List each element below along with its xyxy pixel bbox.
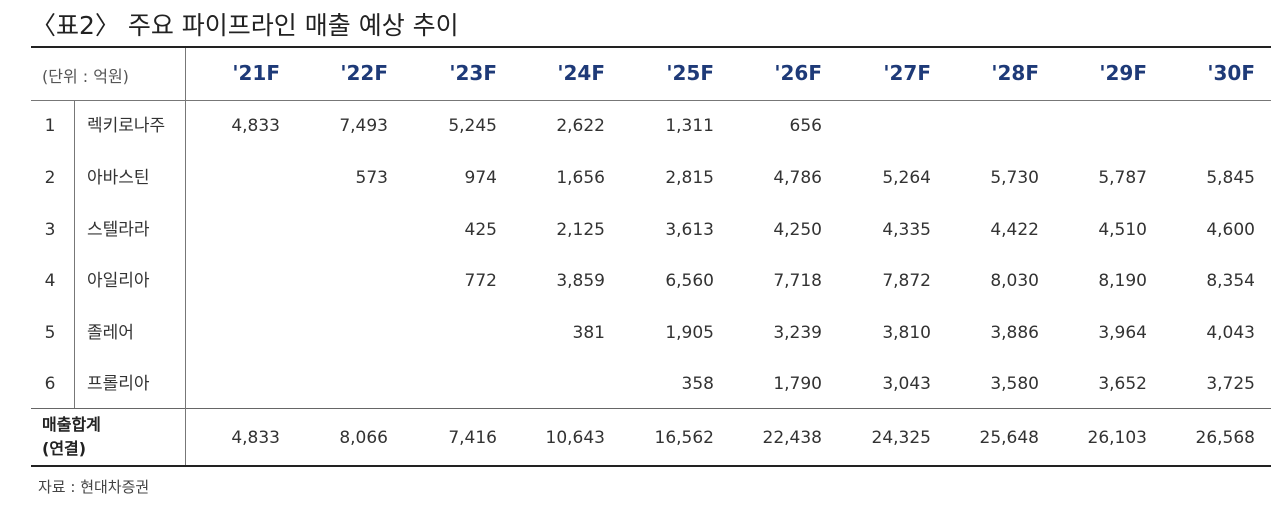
table-cell: 7,872 [882,271,931,291]
table-cell: 4,786 [773,168,822,188]
year-header: '22F [340,61,388,85]
table-cell: 8,190 [1098,271,1147,291]
total-cell: 26,103 [1087,428,1147,448]
year-header: '27F [883,61,931,85]
row-index: 1 [44,116,56,136]
table-cell: 4,043 [1206,323,1255,343]
table-title: 〈표2〉 주요 파이프라인 매출 예상 추이 [31,11,459,40]
table-cell: 4,250 [773,220,822,240]
row-index: 2 [44,168,56,188]
table-cell: 7,493 [339,116,388,136]
table-cell: 5,845 [1206,168,1255,188]
table-cell: 974 [464,168,497,188]
table-cell: 3,886 [990,323,1039,343]
table-cell: 3,043 [882,374,931,394]
row-index: 6 [44,374,56,394]
table-cell: 425 [464,220,497,240]
total-divider [31,408,1271,409]
year-header: '25F [666,61,714,85]
total-label: 매출합계 (연결) [42,413,101,461]
table-cell: 3,239 [773,323,822,343]
total-cell: 24,325 [871,428,931,448]
total-cell: 25,648 [979,428,1039,448]
table-cell: 1,311 [665,116,714,136]
product-name: 아바스틴 [87,168,150,188]
year-header: '21F [232,61,280,85]
bottom-border [31,465,1271,467]
table-cell: 7,718 [773,271,822,291]
table-cell: 573 [355,168,388,188]
table-cell: 358 [681,374,714,394]
row-index: 3 [44,220,56,240]
source-note: 자료 : 현대차증권 [38,478,150,496]
table-cell: 4,600 [1206,220,1255,240]
label-column-divider [185,48,186,465]
total-cell: 16,562 [654,428,714,448]
product-name: 아일리아 [87,271,150,291]
table-cell: 5,730 [990,168,1039,188]
table-cell: 3,859 [556,271,605,291]
year-header: '30F [1207,61,1255,85]
table-cell: 656 [789,116,822,136]
table-cell: 5,245 [448,116,497,136]
total-label-line2: (연결) [42,439,87,458]
total-cell: 26,568 [1195,428,1255,448]
table-cell: 4,833 [231,116,280,136]
header-divider [31,100,1271,101]
table-cell: 772 [464,271,497,291]
total-cell: 7,416 [448,428,497,448]
table-cell: 3,580 [990,374,1039,394]
table-cell: 4,335 [882,220,931,240]
product-name: 프롤리아 [87,374,150,394]
total-cell: 22,438 [762,428,822,448]
table-cell: 2,622 [556,116,605,136]
table-cell: 8,030 [990,271,1039,291]
product-name: 졸레어 [87,323,134,343]
table-cell: 1,656 [556,168,605,188]
row-index: 5 [44,323,56,343]
table-cell: 4,510 [1098,220,1147,240]
row-index: 4 [44,271,56,291]
table-cell: 2,815 [665,168,714,188]
table-cell: 3,964 [1098,323,1147,343]
table-cell: 6,560 [665,271,714,291]
year-header: '28F [991,61,1039,85]
table-cell: 5,787 [1098,168,1147,188]
total-cell: 10,643 [545,428,605,448]
total-cell: 4,833 [231,428,280,448]
table-cell: 1,905 [665,323,714,343]
table-cell: 1,790 [773,374,822,394]
table-cell: 4,422 [990,220,1039,240]
year-header: '23F [449,61,497,85]
index-column-divider [74,101,75,408]
product-name: 스텔라라 [87,220,150,240]
table-cell: 3,725 [1206,374,1255,394]
table-cell: 8,354 [1206,271,1255,291]
table-cell: 2,125 [556,220,605,240]
table-cell: 3,810 [882,323,931,343]
table-cell: 381 [572,323,605,343]
product-name: 렉키로나주 [87,116,166,136]
total-cell: 8,066 [339,428,388,448]
top-border [31,46,1271,48]
table-cell: 5,264 [882,168,931,188]
year-header: '29F [1099,61,1147,85]
total-label-line1: 매출합계 [42,415,101,434]
unit-label: (단위 : 억원) [42,67,129,86]
year-header: '26F [774,61,822,85]
year-header: '24F [557,61,605,85]
table-cell: 3,613 [665,220,714,240]
table-cell: 3,652 [1098,374,1147,394]
